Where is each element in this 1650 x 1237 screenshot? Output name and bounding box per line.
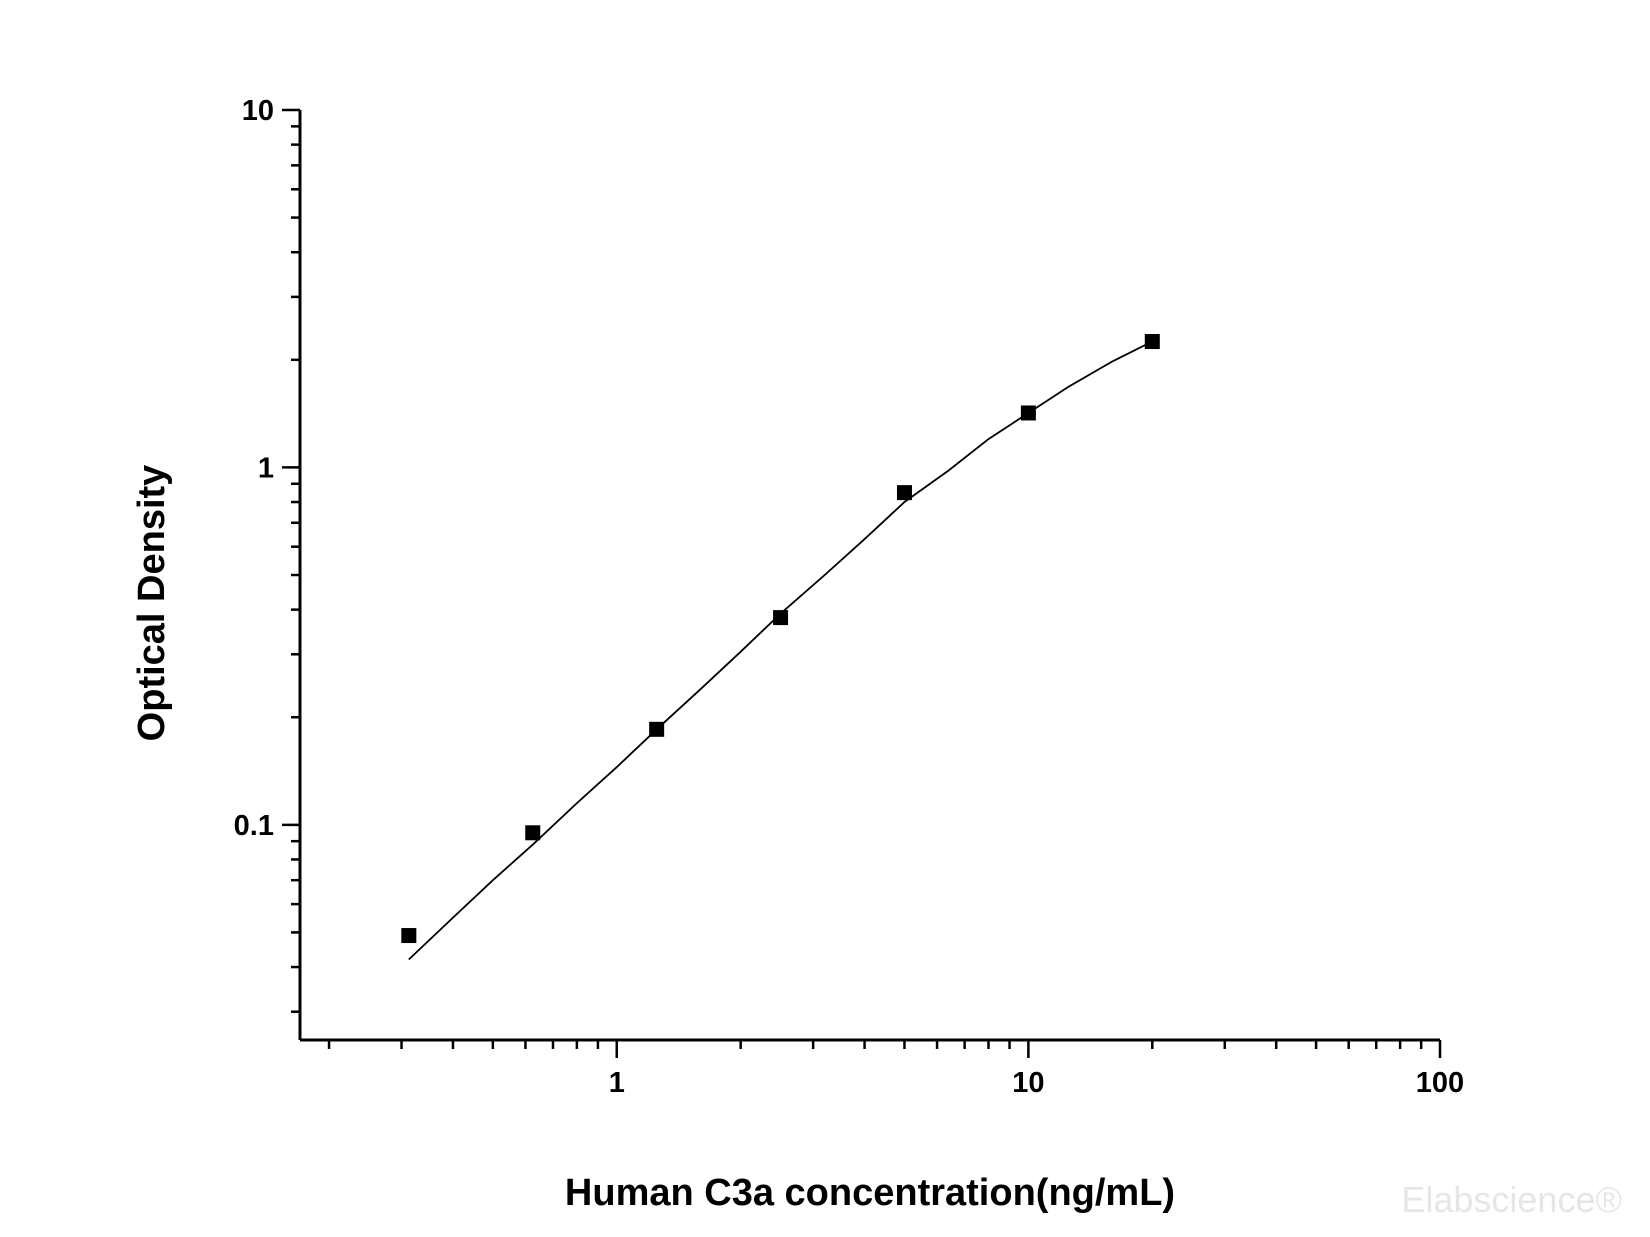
y-tick-label: 1 [258, 452, 274, 484]
data-point-marker [773, 610, 789, 626]
y-tick-label: 0.1 [234, 810, 274, 842]
y-tick-label: 10 [242, 95, 274, 127]
fit-curve [408, 340, 1153, 961]
data-point-marker [401, 928, 417, 944]
x-tick-label: 1 [609, 1067, 625, 1099]
data-point-marker [1144, 334, 1160, 350]
data-point-marker [896, 485, 912, 501]
plot-area: 0.1 1 10 1 10 100 [234, 95, 1465, 1099]
y-axis-title: Optical Density [131, 465, 173, 742]
data-point-marker [1020, 405, 1036, 421]
x-tick-label: 100 [1416, 1067, 1464, 1099]
data-point-marker [525, 825, 541, 841]
data-point-marker [649, 721, 665, 737]
x-axis-title: Human C3a concentration(ng/mL) [565, 1172, 1175, 1214]
x-tick-label: 10 [1012, 1067, 1044, 1099]
watermark-logo: Elabscience® [1401, 1179, 1622, 1220]
